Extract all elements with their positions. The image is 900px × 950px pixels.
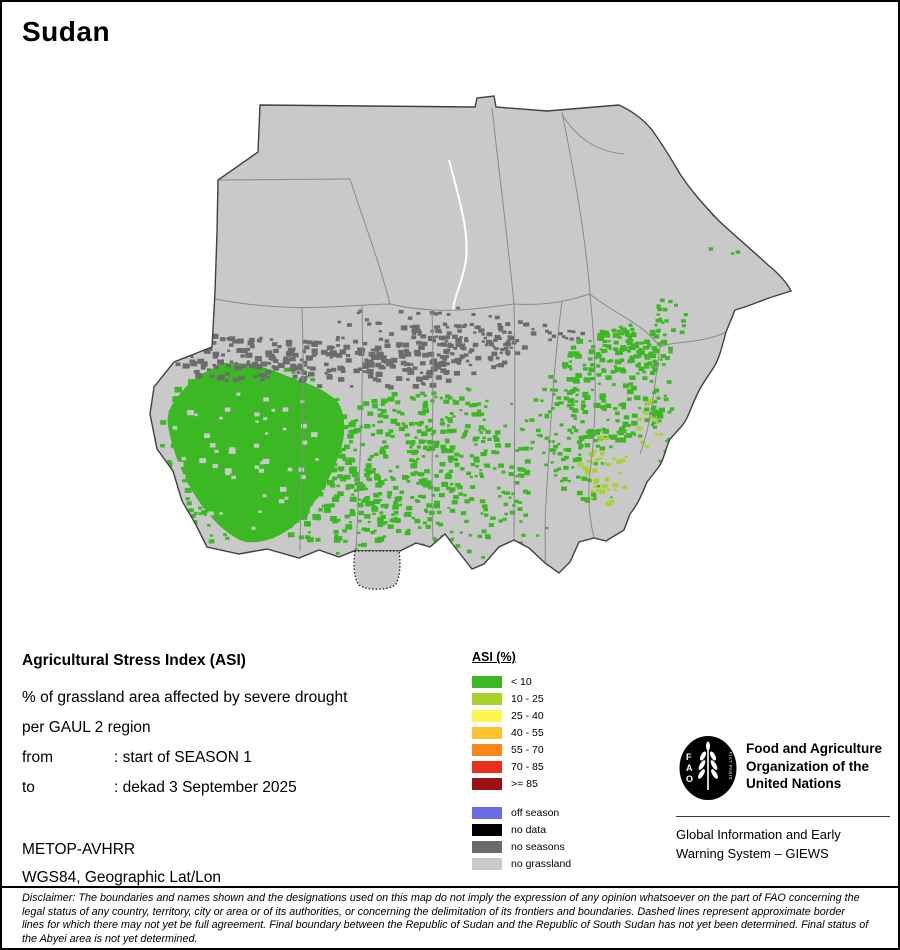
sensor-name: METOP-AVHRR (22, 841, 136, 858)
legend-swatch (472, 857, 502, 870)
legend-label: 70 - 85 (511, 760, 544, 773)
legend-title: ASI (%) (472, 650, 516, 664)
legend-row: no seasons (472, 838, 571, 855)
legend-row: 70 - 85 (472, 758, 571, 775)
fao-divider-line (676, 816, 890, 817)
org-line: Organization of the (746, 758, 869, 774)
asi-heading: Agricultural Stress Index (ASI) (22, 652, 246, 669)
giews-line: Warning System – GIEWS (676, 846, 829, 861)
legend-swatch (472, 692, 502, 705)
legend-label: 40 - 55 (511, 726, 544, 739)
legend-swatch (472, 709, 502, 722)
fao-org-name: Food and Agriculture Organization of the… (746, 740, 898, 793)
projection-name: WGS84, Geographic Lat/Lon (22, 869, 222, 886)
map-legend: ASI (%) < 10 10 - 25 25 - 40 40 - 55 55 - 70… (472, 650, 571, 872)
legend-swatch (472, 675, 502, 688)
country-outline (149, 95, 792, 574)
legend-row: 25 - 40 (472, 707, 571, 724)
disclaimer-text: Disclaimer: The boundaries and names sho… (22, 892, 869, 945)
state-boundaries (214, 107, 727, 564)
to-label: to (22, 779, 35, 796)
org-line: United Nations (746, 776, 842, 791)
wheat-icon (698, 741, 718, 790)
legend-row: 55 - 70 (472, 741, 571, 758)
asi-subtitle-1: % of grassland area affected by severe d… (22, 689, 348, 706)
legend-label: off season (511, 806, 560, 819)
legend-label: >= 85 (511, 777, 538, 790)
river-nile-line (448, 159, 468, 311)
disclaimer-divider-line (2, 886, 898, 888)
legend-row: >= 85 (472, 775, 571, 792)
giews-name: Global Information and Early Warning Sys… (676, 825, 841, 863)
legend-row: off season (472, 804, 571, 821)
fao-letter-a: A (686, 763, 693, 773)
fao-logo: F A O FIAT PANIS (679, 736, 737, 800)
fao-letter-f: F (686, 752, 692, 762)
legend-label: < 10 (511, 675, 532, 688)
legend-extra-list: off season no data no seasons no grassland (472, 804, 571, 872)
legend-label: no seasons (511, 840, 565, 853)
legend-row: < 10 (472, 673, 571, 690)
legend-class-list: < 10 10 - 25 25 - 40 40 - 55 55 - 70 70 - 85 >… (472, 673, 571, 792)
legend-row: 40 - 55 (472, 724, 571, 741)
from-label: from (22, 749, 53, 766)
legend-swatch (472, 760, 502, 773)
legend-row: no data (472, 821, 571, 838)
period-from-line: from : start of SEASON 1 (22, 749, 252, 767)
fao-letter-o: O (686, 774, 693, 784)
asi-raster (151, 113, 763, 573)
org-line: Food and Agriculture (746, 741, 882, 756)
legend-row: 10 - 25 (472, 690, 571, 707)
legend-swatch (472, 806, 502, 819)
legend-swatch (472, 777, 502, 790)
to-value: : dekad 3 September 2025 (114, 779, 297, 796)
legend-label: 55 - 70 (511, 743, 544, 756)
legend-label: no grassland (511, 857, 572, 870)
abyei-area (353, 550, 401, 590)
asi-subtitle-2: per GAUL 2 region (22, 719, 151, 736)
legend-row: no grassland (472, 855, 571, 872)
legend-swatch (472, 726, 502, 739)
from-value: : start of SEASON 1 (114, 749, 252, 766)
legend-label: 10 - 25 (511, 692, 544, 705)
page-title: Sudan (22, 16, 111, 47)
fao-motto: FIAT PANIS (728, 752, 733, 780)
legend-label: 25 - 40 (511, 709, 544, 722)
period-to-line: to : dekad 3 September 2025 (22, 779, 297, 797)
legend-swatch (472, 743, 502, 756)
giews-line: Global Information and Early (676, 827, 841, 842)
legend-label: no data (511, 823, 547, 836)
legend-swatch (472, 840, 502, 853)
legend-swatch (472, 823, 502, 836)
